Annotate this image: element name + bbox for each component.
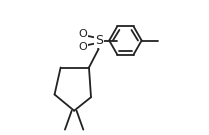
Text: O: O xyxy=(79,42,87,52)
Text: S: S xyxy=(95,34,103,47)
Text: O: O xyxy=(79,29,87,39)
